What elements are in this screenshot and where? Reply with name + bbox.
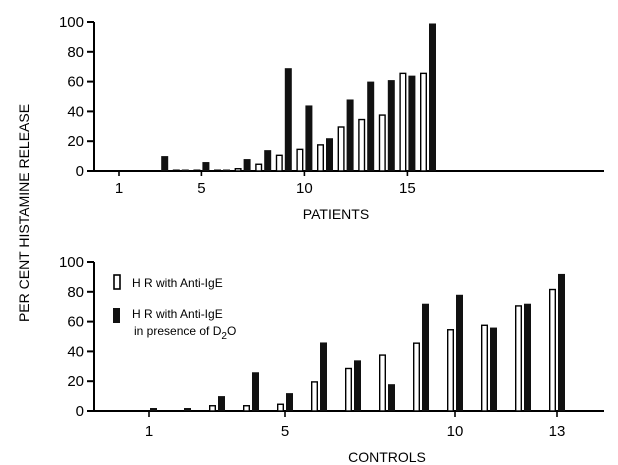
- bar-filled: [320, 342, 327, 411]
- bars: [150, 273, 565, 412]
- y-tick-label: 80: [67, 44, 84, 61]
- bar-filled: [264, 150, 272, 171]
- x-tick-label: 10: [447, 423, 464, 440]
- bar-filled: [184, 408, 191, 411]
- bar-open: [275, 154, 283, 172]
- bar-filled: [558, 273, 565, 411]
- bar-open: [399, 72, 407, 172]
- y-tick-label: 0: [76, 163, 84, 180]
- legend: H R with Anti-IgE H R with Anti-IgE in p…: [113, 274, 236, 342]
- bar-filled: [284, 68, 292, 171]
- bar-filled: [202, 162, 210, 171]
- bar-open: [213, 169, 221, 172]
- legend-filled-label: H R with Anti-IgE: [132, 307, 223, 321]
- bar-filled: [286, 393, 293, 411]
- legend-open-swatch: [113, 274, 121, 290]
- bar-filled: [326, 138, 333, 171]
- bar-open: [311, 381, 319, 412]
- bar-open: [317, 144, 325, 172]
- bar-open: [277, 403, 285, 412]
- bar-filled: [223, 169, 230, 171]
- x-tick-label: 1: [115, 180, 123, 197]
- legend-open-label: H R with Anti-IgE: [132, 276, 223, 290]
- y-tick-label: 60: [67, 314, 84, 331]
- bar-open: [234, 168, 242, 172]
- x-tick-label: 13: [549, 423, 566, 440]
- x-tick-label: 5: [281, 423, 289, 440]
- bar-open: [345, 367, 353, 412]
- bar-filled: [422, 303, 429, 411]
- bar-open: [447, 329, 455, 412]
- legend-filled-swatch: [113, 308, 120, 323]
- x-axis-title: PATIENTS: [303, 206, 369, 222]
- x-axis: 1 5 10 15: [94, 170, 604, 197]
- bar-filled: [161, 156, 169, 171]
- y-axis: 0 20 40 60 80 100: [59, 14, 95, 180]
- x-tick-label: 1: [145, 423, 153, 440]
- y-tick-label: 80: [67, 284, 84, 301]
- y-tick-label: 100: [59, 14, 84, 31]
- bar-open: [172, 169, 180, 172]
- bar-filled: [181, 169, 189, 171]
- bar-filled: [218, 396, 225, 411]
- bar-filled: [305, 105, 313, 171]
- bar-open: [379, 354, 387, 412]
- bar-filled: [252, 372, 259, 411]
- bar-open: [481, 324, 489, 412]
- bar-filled: [354, 360, 361, 411]
- bar-filled: [490, 327, 497, 411]
- legend-filled-label-2: in presence of D2O: [134, 324, 236, 342]
- y-tick-label: 100: [59, 254, 84, 271]
- bar-filled: [524, 303, 531, 411]
- y-tick-label: 0: [76, 403, 84, 420]
- bar-filled: [243, 159, 251, 171]
- bar-open: [378, 114, 386, 172]
- bar-open: [193, 169, 201, 172]
- bar-filled: [388, 384, 395, 411]
- bar-open: [358, 118, 366, 172]
- bar-open: [208, 405, 216, 412]
- x-axis-title: CONTROLS: [348, 449, 426, 465]
- bar-filled: [367, 81, 375, 171]
- bar-open: [515, 305, 523, 412]
- y-tick-label: 40: [67, 103, 84, 120]
- bar-filled: [387, 80, 395, 171]
- y-tick-label: 20: [67, 133, 84, 150]
- bar-filled: [429, 23, 436, 171]
- bar-filled: [150, 408, 157, 411]
- y-axis-title: PER CENT HISTAMINE RELEASE: [16, 104, 32, 322]
- y-tick-label: 60: [67, 74, 84, 91]
- x-axis: 1 5 10 13: [94, 410, 604, 440]
- x-tick-label: 5: [197, 180, 205, 197]
- bar-open: [337, 126, 345, 172]
- y-axis: 0 20 40 60 80 100: [59, 254, 95, 420]
- bar-filled: [346, 99, 354, 171]
- x-tick-label: 10: [296, 180, 313, 197]
- bar-open: [420, 72, 428, 172]
- controls-chart: 0 20 40 60 80 100 1 5 10 13 CONTROLS H R with An…: [59, 254, 604, 465]
- bar-open: [296, 148, 304, 172]
- bar-open: [242, 405, 250, 412]
- x-tick-label: 15: [399, 180, 416, 197]
- bars: [161, 23, 436, 172]
- bar-open: [549, 288, 557, 412]
- y-tick-label: 40: [67, 343, 84, 360]
- bar-filled: [408, 75, 416, 171]
- bar-filled: [456, 294, 463, 411]
- bar-open: [255, 163, 263, 172]
- bar-open: [413, 342, 421, 412]
- y-tick-label: 20: [67, 373, 84, 390]
